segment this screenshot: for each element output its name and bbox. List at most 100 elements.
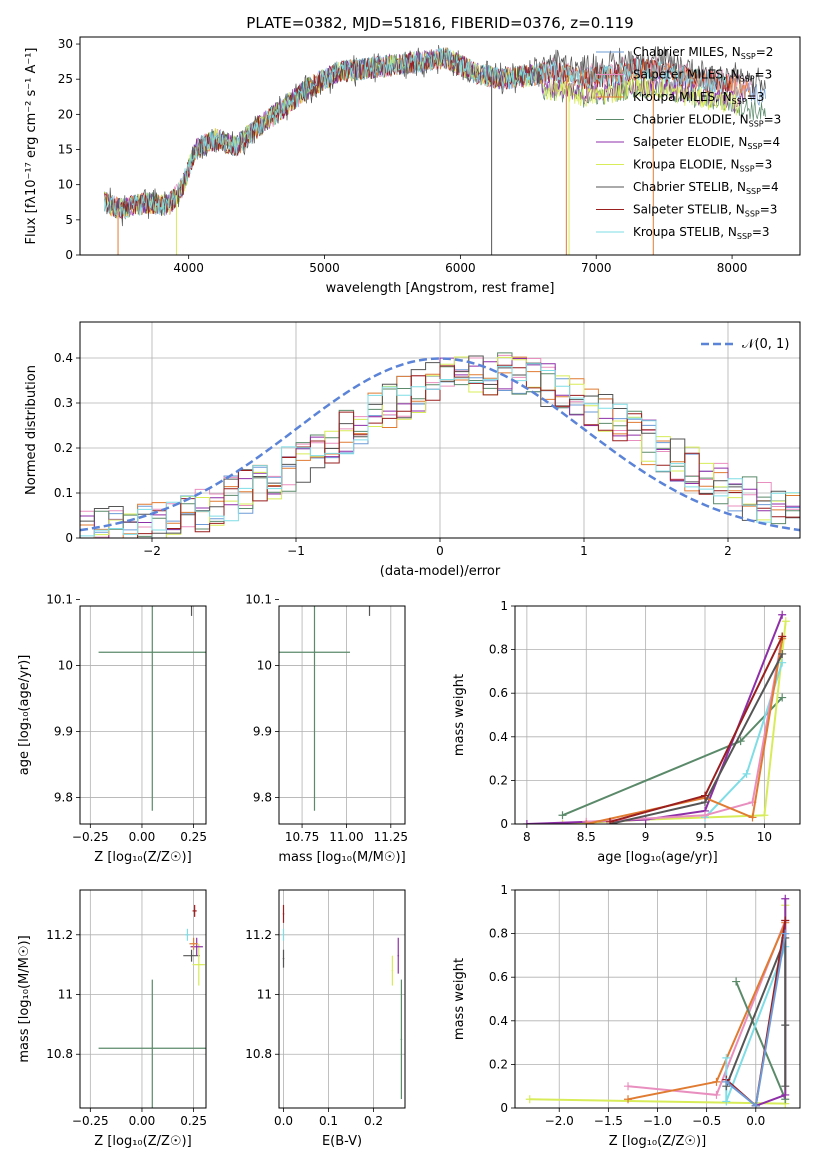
y-axis-label: Flux [fλ10⁻¹⁷ erg cm⁻² s⁻¹ A⁻¹] <box>24 48 39 245</box>
legend-entry: Kroupa MILES, NSSP=3 <box>633 90 764 106</box>
axes-frame <box>79 605 207 825</box>
x-tick-label: 0.0 <box>746 1114 765 1128</box>
data-point <box>558 811 567 820</box>
x-tick-label: 0 <box>436 544 444 558</box>
gaussian-curve <box>80 357 800 532</box>
plot-area-spectrum <box>104 44 766 255</box>
data-point <box>712 1090 721 1099</box>
data-point <box>701 811 709 820</box>
y-tick-label: 15 <box>58 143 73 157</box>
plot-mass_vs_Z: −0.25 0.00 0.25 10.8 11 11.2 Z [log₁₀(Z/Z☉)] ma… <box>17 889 207 1149</box>
y-tick-label: 0.2 <box>489 773 508 787</box>
data-point <box>722 1077 731 1086</box>
data-point <box>722 1097 731 1106</box>
plot-area-age_vs_Z <box>80 606 206 824</box>
x-tick-label: 11.00 <box>329 830 363 844</box>
plot-mass_vs_EBV: 0.0 0.1 0.2 10.8 11 11.2 E(B-V) <box>245 889 406 1149</box>
series-line <box>725 937 787 1087</box>
data-point <box>197 963 200 966</box>
x-tick-label: −0.25 <box>72 1114 109 1128</box>
x-tick-label: 10.75 <box>285 830 319 844</box>
x-tick-label: 5000 <box>309 261 340 275</box>
x-axis-label: age [log₁₀(age/yr)] <box>597 850 718 865</box>
data-point <box>282 933 285 936</box>
legend-entry: Chabrier ELODIE, NSSP=3 <box>633 113 781 129</box>
x-tick-label: 2 <box>724 544 732 558</box>
legend-entry: Kroupa STELIB, NSSP=3 <box>633 225 770 241</box>
legend-entry: Salpeter STELIB, NSSP=3 <box>633 203 777 219</box>
y-tick-label: 10.8 <box>46 1047 73 1061</box>
axes-frame <box>79 889 207 1109</box>
y-tick-label: 0.2 <box>489 1057 508 1071</box>
y-tick-label: 30 <box>58 37 73 51</box>
data-point <box>606 817 614 824</box>
data-point <box>400 1038 403 1041</box>
histogram-step <box>80 363 800 537</box>
y-tick-label: 9.8 <box>54 791 73 805</box>
data-point <box>742 769 751 778</box>
data-point <box>778 658 787 667</box>
y-tick-label: 10 <box>58 658 73 672</box>
data-point <box>781 1082 790 1091</box>
y-tick-label: 0.4 <box>489 1014 508 1028</box>
series-line <box>586 636 784 823</box>
legend: Chabrier MILES, NSSP=2 Salpeter MILES, NS… <box>596 45 781 241</box>
axes-frame <box>278 605 406 825</box>
y-tick-label: 10.8 <box>245 1047 272 1061</box>
y-axis-label: mass weight <box>452 674 467 756</box>
data-point <box>732 977 741 986</box>
data-point <box>558 820 567 824</box>
data-point <box>525 1095 534 1104</box>
data-point <box>781 894 790 903</box>
data-point <box>778 610 787 619</box>
data-point <box>282 957 285 960</box>
x-tick-label: 8 <box>523 830 531 844</box>
y-axis-label: mass [log₁₀(M/M☉)] <box>17 935 32 1062</box>
data-point <box>397 954 400 957</box>
y-tick-label: 9.9 <box>253 725 272 739</box>
y-tick-label: 11.2 <box>245 928 272 942</box>
plot-age_vs_Z: −0.25 0.00 0.25 9.8 9.9 10 10.1 Z [log₁₀(Z/Z☉)]… <box>17 592 207 865</box>
data-point <box>736 737 745 746</box>
y-tick-label: 0.2 <box>54 441 73 455</box>
y-tick-label: 0.8 <box>489 927 508 941</box>
y-tick-label: 0.8 <box>489 643 508 657</box>
x-tick-label: 0.0 <box>274 1114 293 1128</box>
data-point <box>195 945 198 948</box>
y-tick-label: 0.3 <box>54 396 73 410</box>
plots-layer: 4000 5000 6000 7000 8000051015202530waveleng… <box>17 36 801 1149</box>
data-point <box>282 913 285 915</box>
x-tick-label: −2 <box>143 544 161 558</box>
data-point <box>778 632 787 641</box>
y-axis-label: age [log₁₀(age/yr)] <box>17 655 32 776</box>
x-tick-label: 9.5 <box>695 830 714 844</box>
data-point <box>193 910 196 912</box>
x-tick-label: 0.2 <box>364 1114 383 1128</box>
y-tick-label: 0.4 <box>489 730 508 744</box>
x-axis-label: Z [log₁₀(Z/Z☉)] <box>609 1134 706 1149</box>
data-point <box>760 811 769 820</box>
data-point <box>781 617 790 626</box>
data-point <box>151 651 154 654</box>
y-tick-label: 9.8 <box>253 791 272 805</box>
axes-frame <box>79 321 801 539</box>
plot-area-age_vs_mass <box>279 606 405 824</box>
data-point <box>151 1047 154 1050</box>
y-tick-label: 0 <box>500 817 508 831</box>
figure-title: PLATE=0382, MJD=51816, FIBERID=0376, z=0… <box>246 14 633 32</box>
data-point <box>192 942 195 945</box>
x-tick-label: −0.5 <box>692 1114 721 1128</box>
y-tick-label: 10 <box>257 658 272 672</box>
plot-spectrum: 4000 5000 6000 7000 8000 0 5 10 15 20 25 30 waveleng… <box>24 36 801 296</box>
axes-frame <box>278 889 406 1109</box>
data-point <box>781 1090 790 1099</box>
data-point <box>313 651 316 654</box>
y-tick-label: 11.2 <box>46 928 73 942</box>
data-point <box>781 916 790 925</box>
x-tick-label: −1.0 <box>643 1114 672 1128</box>
data-point <box>722 1053 731 1062</box>
x-tick-label: 6000 <box>445 261 476 275</box>
legend-entry: Kroupa ELODIE, NSSP=3 <box>633 158 772 174</box>
data-point <box>624 1082 633 1091</box>
legend-entry: Salpeter MILES, NSSP=3 <box>633 68 772 84</box>
